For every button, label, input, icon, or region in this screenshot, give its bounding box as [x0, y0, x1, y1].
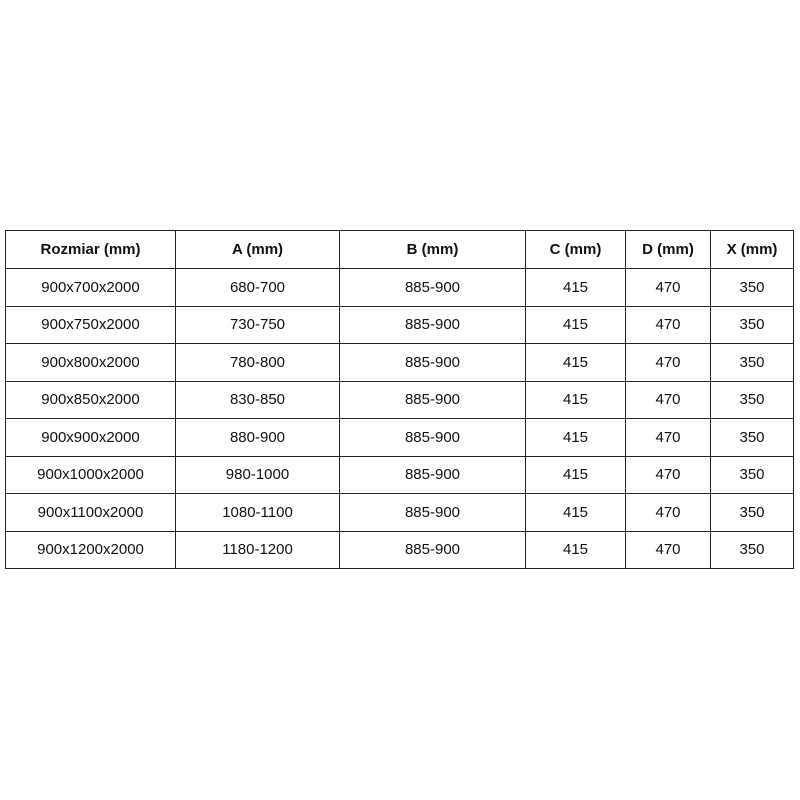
table-cell: 415 — [525, 380, 626, 419]
table-cell: 885-900 — [339, 455, 526, 494]
table-cell: 470 — [625, 530, 711, 569]
column-header: B (mm) — [339, 230, 526, 269]
table-cell: 900x700x2000 — [5, 268, 176, 307]
table-cell: 350 — [710, 343, 794, 382]
table-row: 900x750x2000 730-750 885-900 415 470 350 — [5, 305, 794, 344]
table-cell: 350 — [710, 455, 794, 494]
table-cell: 885-900 — [339, 418, 526, 457]
table-cell: 1080-1100 — [175, 493, 340, 532]
table-cell: 350 — [710, 493, 794, 532]
table-cell: 900x1000x2000 — [5, 455, 176, 494]
table-cell: 415 — [525, 268, 626, 307]
column-header: D (mm) — [625, 230, 711, 269]
table-cell: 415 — [525, 418, 626, 457]
table-cell: 885-900 — [339, 530, 526, 569]
table-cell: 900x1200x2000 — [5, 530, 176, 569]
table-cell: 415 — [525, 530, 626, 569]
table-cell: 350 — [710, 418, 794, 457]
table-row: 900x1200x2000 1180-1200 885-900 415 470 350 — [5, 530, 794, 569]
table-cell: 900x1100x2000 — [5, 493, 176, 532]
table-row: 900x850x2000 830-850 885-900 415 470 350 — [5, 380, 794, 419]
table-cell: 900x800x2000 — [5, 343, 176, 382]
table-cell: 415 — [525, 305, 626, 344]
table-cell: 885-900 — [339, 380, 526, 419]
table-row: 900x900x2000 880-900 885-900 415 470 350 — [5, 418, 794, 457]
table-row: 900x1000x2000 980-1000 885-900 415 470 350 — [5, 455, 794, 494]
table-cell: 350 — [710, 305, 794, 344]
table-cell: 470 — [625, 305, 711, 344]
table-cell: 415 — [525, 343, 626, 382]
table-cell: 885-900 — [339, 305, 526, 344]
column-header: X (mm) — [710, 230, 794, 269]
header-row: Rozmiar (mm) A (mm) B (mm) C (mm) D (mm) X (m… — [5, 230, 794, 269]
table-row: 900x800x2000 780-800 885-900 415 470 350 — [5, 343, 794, 382]
table-cell: 885-900 — [339, 343, 526, 382]
table-cell: 415 — [525, 455, 626, 494]
column-header: A (mm) — [175, 230, 340, 269]
table-cell: 470 — [625, 455, 711, 494]
table-cell: 680-700 — [175, 268, 340, 307]
table-cell: 470 — [625, 493, 711, 532]
table-cell: 350 — [710, 380, 794, 419]
table-cell: 980-1000 — [175, 455, 340, 494]
table-cell: 900x850x2000 — [5, 380, 176, 419]
column-header: Rozmiar (mm) — [5, 230, 176, 269]
table-cell: 885-900 — [339, 268, 526, 307]
table-cell: 470 — [625, 418, 711, 457]
table-row: 900x700x2000 680-700 885-900 415 470 350 — [5, 268, 794, 307]
table-cell: 470 — [625, 268, 711, 307]
table-cell: 350 — [710, 268, 794, 307]
table-cell: 900x750x2000 — [5, 305, 176, 344]
table-row: 900x1100x2000 1080-1100 885-900 415 470 350 — [5, 493, 794, 532]
table-cell: 415 — [525, 493, 626, 532]
table-cell: 470 — [625, 380, 711, 419]
dimensions-table: Rozmiar (mm) A (mm) B (mm) C (mm) D (mm) X (m… — [5, 230, 794, 569]
column-header: C (mm) — [525, 230, 626, 269]
table-cell: 880-900 — [175, 418, 340, 457]
table-cell: 1180-1200 — [175, 530, 340, 569]
table-cell: 885-900 — [339, 493, 526, 532]
table-cell: 350 — [710, 530, 794, 569]
table-cell: 730-750 — [175, 305, 340, 344]
table-cell: 470 — [625, 343, 711, 382]
table-cell: 900x900x2000 — [5, 418, 176, 457]
table-cell: 780-800 — [175, 343, 340, 382]
table-cell: 830-850 — [175, 380, 340, 419]
